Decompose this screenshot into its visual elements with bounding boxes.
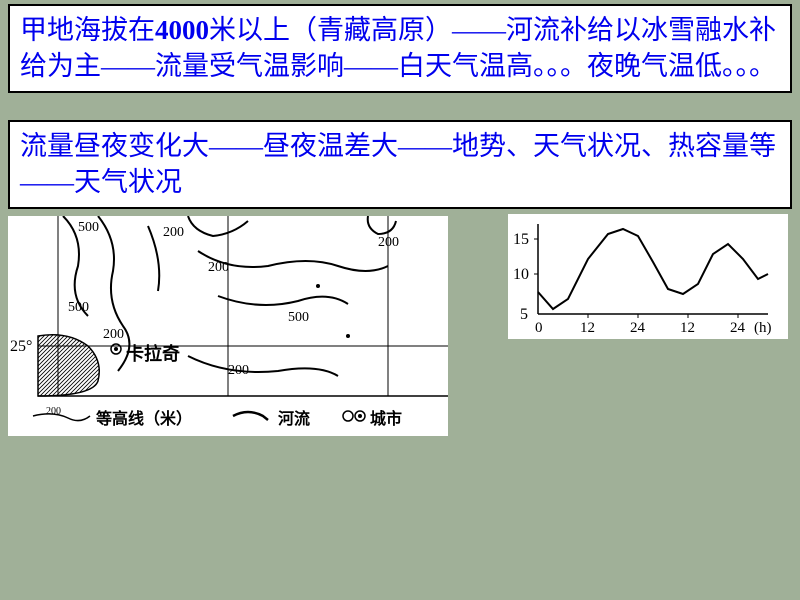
ylabel-10: 10 (513, 266, 529, 283)
contour-500b: 500 (68, 300, 89, 315)
box1-pre: 甲地海拔在 (20, 15, 155, 45)
flow-chart: 15 10 5 0 12 24 12 24 (h) (508, 214, 788, 339)
text-box-2: 流量昼夜变化大——昼夜温差大——地势、天气状况、热容量等——天气状况 (8, 120, 792, 209)
legend-contour: 等高线（米） (95, 409, 192, 428)
legend-contour-val: 200 (46, 406, 61, 417)
xlabel-12a: 12 (580, 320, 595, 336)
contour-200d: 200 (378, 235, 399, 250)
contour-200b: 200 (208, 260, 229, 275)
contour-500a: 500 (78, 220, 99, 235)
xaxis-unit: (h) (754, 320, 772, 336)
box2-text: 流量昼夜变化大——昼夜温差大——地势、天气状况、热容量等——天气状况 (20, 131, 776, 197)
legend-river: 河流 (278, 409, 310, 428)
contour-200e: 200 (228, 363, 249, 378)
xlabel-24b: 24 (730, 320, 746, 336)
box1-bold: 4000 (155, 15, 209, 45)
city-label: 卡拉奇 (126, 343, 180, 364)
ylabel-15: 15 (513, 231, 529, 248)
contour-200a: 200 (163, 225, 184, 240)
text-box-1: 甲地海拔在4000米以上（青藏高原）——河流补给以冰雪融水补给为主——流量受气温… (8, 4, 792, 93)
contour-500c: 500 (288, 310, 309, 325)
topographic-map: 500 200 200 500 200 200 500 200 25° 卡拉奇 … (8, 216, 448, 436)
contour-200c: 200 (103, 327, 124, 342)
legend-city: 城市 (370, 409, 402, 428)
lat-label: 25° (10, 338, 32, 355)
xlabel-24a: 24 (630, 320, 646, 336)
xlabel-0: 0 (535, 320, 543, 336)
ylabel-5: 5 (520, 306, 528, 323)
flow-line (538, 229, 768, 309)
xlabel-12b: 12 (680, 320, 695, 336)
